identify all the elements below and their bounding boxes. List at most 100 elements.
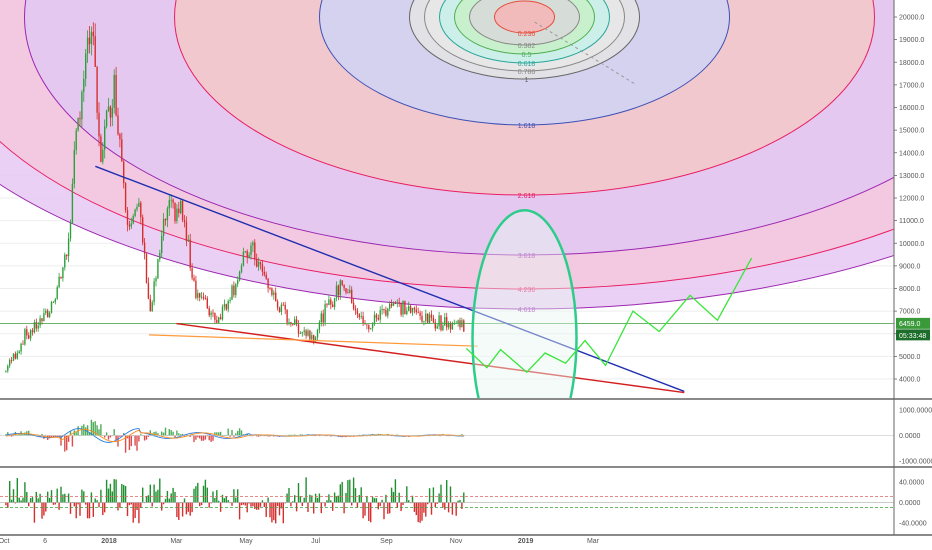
oscillator-bar [318,493,321,503]
candle [294,319,296,325]
oscillator-bar [415,502,417,516]
candle [142,217,144,243]
oscillator-bar [227,500,229,503]
candle [299,332,302,334]
oscillator-panel [0,477,894,524]
oscillator-bar [330,500,332,503]
candle [286,309,288,323]
macd-bar [75,432,77,436]
candle [447,322,450,328]
candle [409,306,412,313]
candle [183,219,186,223]
candle [379,310,381,320]
oscillator-bar [242,502,245,505]
x-tick-label: 2019 [518,538,534,545]
oscillator-bar [276,502,279,506]
candle [257,261,260,267]
oscillator-bar [453,502,455,504]
candle [400,302,402,315]
oscillator-bar [75,502,77,519]
candle [413,307,416,310]
oscillator-bar [153,484,155,503]
candle [463,320,465,332]
oscillator-bar [360,487,362,503]
candle [343,285,345,289]
oscillator-bar [455,502,457,516]
oscillator-bar [332,502,334,511]
oscillator-bar [421,502,423,521]
oscillator-bar [117,502,119,511]
macd-bar [240,430,243,436]
fib-level-label: 0.5 [522,52,532,59]
candle [402,301,404,315]
macd-bar [58,435,60,437]
y-tick-label: 9000.0 [899,263,921,270]
candle [151,302,153,312]
oscillator-bar [345,492,347,503]
oscillator-bar [354,488,357,503]
candle [71,183,74,223]
macd-bar [233,435,235,437]
macd-bar [212,435,214,441]
candle [162,218,165,236]
oscillator-bar [94,498,96,503]
candle [88,37,91,45]
fib-trend-line [534,21,637,86]
candle [26,329,28,336]
oscillator-bar [88,502,91,519]
oscillator-bar [98,502,100,508]
oscillator-bar [303,497,305,503]
oscillator-bar [176,502,178,518]
macd-bar [294,434,296,436]
oscillator-bar [250,502,252,507]
y-tick-label: 8000.0 [899,286,921,293]
macd-bar [193,435,195,443]
candle [351,289,353,303]
oscillator-bar [396,502,398,508]
candle [174,202,176,222]
oscillator-bar [18,497,20,503]
macd-bar [229,435,231,437]
fib-level-label: 4.618 [518,307,536,314]
macd-bar [227,428,229,436]
candle [261,264,264,272]
oscillator-bar [20,500,22,503]
oscillator-bar [39,493,41,503]
macd-bar [45,434,47,436]
oscillator-bar [461,502,463,509]
macd-bar [269,435,271,437]
candle [166,208,169,221]
macd-bar [140,434,142,436]
candle [178,208,180,214]
oscillator-bar [240,502,243,506]
oscillator-bar [333,492,336,503]
oscillator-bar [261,500,264,503]
oscillator-bar [446,480,448,503]
macd-bar [128,435,131,451]
oscillator-bar [449,486,452,503]
candle [442,325,444,331]
macd-bar [18,434,20,436]
candle [282,304,284,306]
oscillator-bar [373,498,376,503]
candle [305,330,307,336]
oscillator-bar [451,502,454,515]
candle [368,325,370,330]
oscillator-bar [299,496,302,503]
candle [352,302,355,309]
macd-bar [267,435,269,437]
oscillator-bar [356,502,359,508]
candle [69,222,72,239]
candle [153,281,155,303]
candle [417,312,419,313]
projection-path [465,257,753,374]
candle [119,134,121,140]
candle [195,280,197,298]
candle [109,106,112,118]
oscillator-bar [383,502,385,520]
oscillator-bar [132,502,134,523]
candle [238,271,241,281]
macd-bar [257,435,260,437]
oscillator-bar [349,479,351,503]
oscillator-bar [197,482,199,503]
